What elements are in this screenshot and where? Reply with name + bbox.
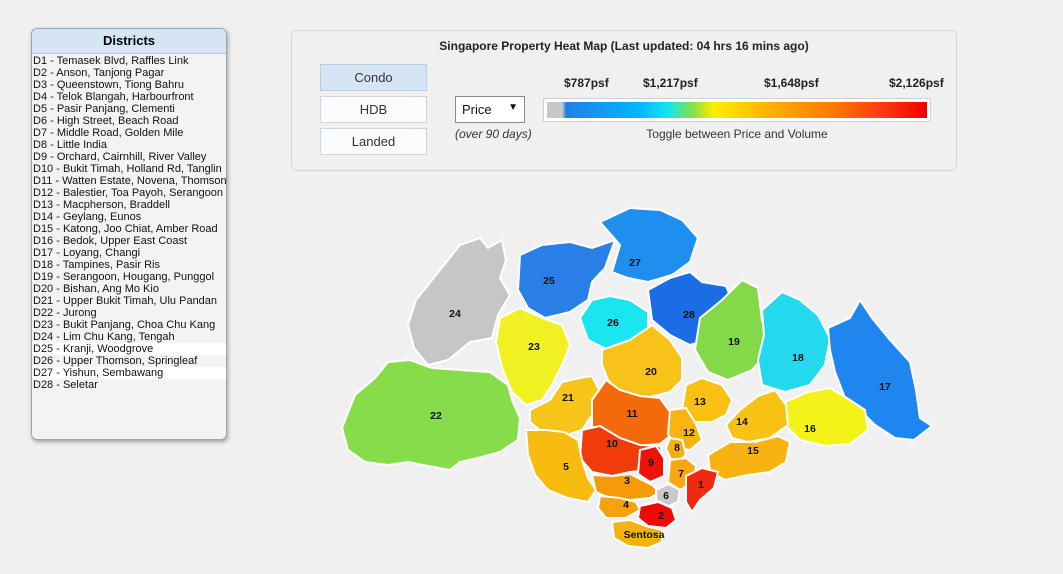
scale-label-min: $787psf [564,76,609,90]
label-d4: 4 [623,499,629,511]
district-list: D1 - Temasek Blvd, Raffles Link D2 - Anso… [32,54,226,391]
label-d8: 8 [674,442,680,454]
district-item[interactable]: D20 - Bishan, Ang Mo Kio [33,283,159,295]
landed-button[interactable]: Landed [320,128,427,155]
district-item[interactable]: D9 - Orchard, Cairnhill, River Valley [33,151,207,163]
label-d21: 21 [562,392,574,404]
region-sentosa[interactable] [610,518,663,550]
district-item[interactable]: D10 - Bukit Timah, Holland Rd, Tanglin [33,163,222,175]
label-d15: 15 [747,445,759,457]
district-item[interactable]: D14 - Geylang, Eunos [33,211,142,223]
districts-panel: Districts D1 - Temasek Blvd, Raffles Lin… [31,28,227,440]
district-item[interactable]: D17 - Loyang, Changi [33,247,141,259]
region-d22[interactable] [340,358,522,472]
label-d25: 25 [543,275,555,287]
toggle-note: Toggle between Price and Volume [646,127,828,141]
label-d3: 3 [624,475,630,487]
region-d1[interactable] [685,466,720,514]
heatmap-controls-card: Singapore Property Heat Map (Last update… [291,30,957,171]
district-item[interactable]: D3 - Queenstown, Tiong Bahru [33,79,185,91]
district-item[interactable]: D11 - Watten Estate, Novena, Thomson [33,175,227,187]
district-item[interactable]: D5 - Pasir Panjang, Clementi [33,103,175,115]
region-d26[interactable] [578,294,649,352]
label-d6: 6 [663,490,669,502]
color-scale-legend [543,98,931,122]
district-item[interactable]: D6 - High Street, Beach Road [33,115,179,127]
label-d27: 27 [629,257,641,269]
label-d10: 10 [606,438,618,450]
label-d12: 12 [683,427,695,439]
region-d24[interactable] [406,236,512,367]
label-d24: 24 [449,308,461,320]
districts-title: Districts [32,29,226,54]
label-d23: 23 [528,341,540,353]
region-d14[interactable] [724,388,790,444]
map-svg: 1 2 3 4 5 6 7 8 9 10 11 12 13 14 15 16 1… [340,206,934,550]
label-d20: 20 [645,366,657,378]
district-item[interactable]: D12 - Balestier, Toa Payoh, Serangoon [33,187,223,199]
district-item[interactable]: D8 - Little India [33,139,107,151]
label-d11: 11 [626,408,637,420]
label-sentosa: Sentosa [624,529,665,541]
district-item[interactable]: D7 - Middle Road, Golden Mile [33,127,184,139]
region-d6[interactable] [655,482,682,508]
label-d17: 17 [879,381,891,393]
metric-select[interactable]: Price ▼ [455,96,525,123]
page-title: Singapore Property Heat Map (Last update… [439,39,809,53]
label-d26: 26 [607,317,619,329]
label-d7: 7 [678,468,684,480]
color-scale-bar [547,102,927,118]
district-item[interactable]: D19 - Serangoon, Hougang, Punggol [33,271,215,283]
district-item[interactable]: D22 - Jurong [33,307,97,319]
district-item[interactable]: D27 - Yishun, Sembawang [32,367,226,379]
label-d1: 1 [698,479,704,491]
label-d5: 5 [563,461,569,473]
district-item[interactable]: D23 - Bukit Panjang, Choa Chu Kang [33,319,216,331]
district-item[interactable]: D21 - Upper Bukit Timah, Ulu Pandan [33,295,218,307]
region-d25[interactable] [516,238,617,320]
label-d14: 14 [736,416,748,428]
district-item[interactable]: D28 - Seletar [33,379,98,391]
district-item[interactable]: D26 - Upper Thomson, Springleaf [33,355,198,367]
label-d2: 2 [658,510,664,522]
region-d16[interactable] [783,386,870,448]
label-d19: 19 [728,336,740,348]
label-d18: 18 [792,352,804,364]
region-d27[interactable] [598,206,700,284]
district-item[interactable]: D2 - Anson, Tanjong Pagar [33,67,165,79]
region-d9[interactable] [636,444,665,484]
hdb-button[interactable]: HDB [320,96,427,123]
district-item[interactable]: D18 - Tampines, Pasir Ris [33,259,160,271]
region-d20[interactable] [601,323,683,400]
district-item[interactable]: D1 - Temasek Blvd, Raffles Link [33,55,189,67]
district-item[interactable]: D13 - Macpherson, Braddell [33,199,170,211]
region-d4[interactable] [596,494,642,519]
chevron-down-icon: ▼ [508,102,518,113]
period-note: (over 90 days) [455,127,532,141]
label-d16: 16 [804,423,816,435]
label-d9: 9 [648,457,654,469]
district-item[interactable]: D25 - Kranji, Woodgrove [32,343,226,355]
district-item[interactable]: D15 - Katong, Joo Chiat, Amber Road [33,223,218,235]
district-item[interactable]: D16 - Bedok, Upper East Coast [33,235,188,247]
scale-label-low: $1,217psf [643,76,698,90]
region-d23[interactable] [494,306,572,407]
scale-label-max: $2,126psf [889,76,944,90]
condo-button[interactable]: Condo [320,64,427,91]
label-d28: 28 [683,309,695,321]
district-item[interactable]: D24 - Lim Chu Kang, Tengah [33,331,175,343]
region-d2[interactable] [636,500,678,530]
label-d13: 13 [694,396,706,408]
singapore-heat-map: 1 2 3 4 5 6 7 8 9 10 11 12 13 14 15 16 1… [330,200,950,560]
label-d22: 22 [430,410,442,422]
district-item[interactable]: D4 - Telok Blangah, Harbourfront [33,91,194,103]
metric-select-value: Price [462,102,492,117]
region-d18[interactable] [756,290,832,394]
region-d15[interactable] [706,434,792,482]
scale-label-high: $1,648psf [764,76,819,90]
